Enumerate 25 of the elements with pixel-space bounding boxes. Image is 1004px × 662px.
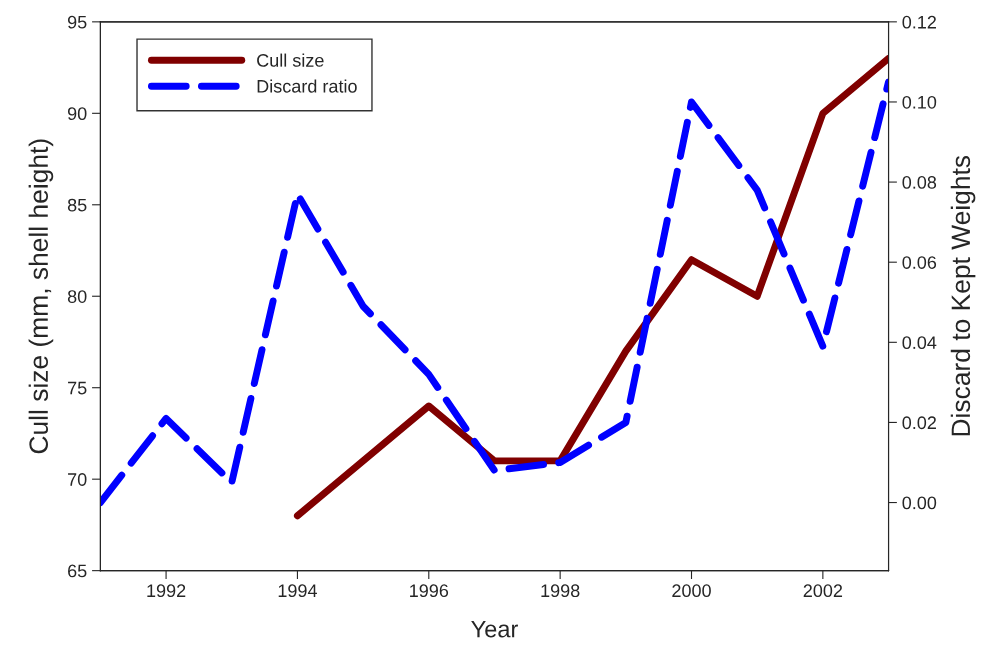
legend-label: Discard ratio (257, 79, 357, 93)
y2-tick-label: 0.12 (902, 15, 936, 29)
x-tick-label: 2002 (803, 584, 843, 598)
x-tick-label: 1998 (541, 584, 580, 598)
y-axis-title: Cull size (mm, shell height) (28, 139, 54, 454)
y2-tick-label: 0.04 (902, 336, 937, 350)
x-tick-label: 1996 (410, 584, 449, 598)
y2-tick-label: 0.06 (902, 256, 937, 269)
y2-tick-label: 0.08 (902, 176, 937, 189)
y2-axis-title: Discard to Kept Weights (950, 155, 976, 436)
y-tick-label: 80 (67, 290, 87, 303)
y2-tick-label: 0.02 (902, 416, 936, 430)
y-tick-label: 95 (67, 15, 87, 29)
x-axis-title: Year (471, 620, 518, 638)
y2-tick-label: 0.00 (902, 496, 937, 510)
y2-tick-label: 0.10 (902, 95, 937, 109)
x-tick-label: 1994 (278, 584, 317, 598)
y-tick-label: 75 (68, 381, 87, 395)
y-tick-label: 70 (68, 473, 87, 486)
x-tick-label: 2000 (672, 584, 711, 598)
y-tick-label: 65 (68, 564, 87, 578)
legend-label: Cull size (257, 53, 324, 67)
y-tick-label: 90 (67, 107, 87, 121)
y-tick-label: 85 (67, 198, 87, 212)
x-tick-label: 1992 (147, 584, 186, 598)
